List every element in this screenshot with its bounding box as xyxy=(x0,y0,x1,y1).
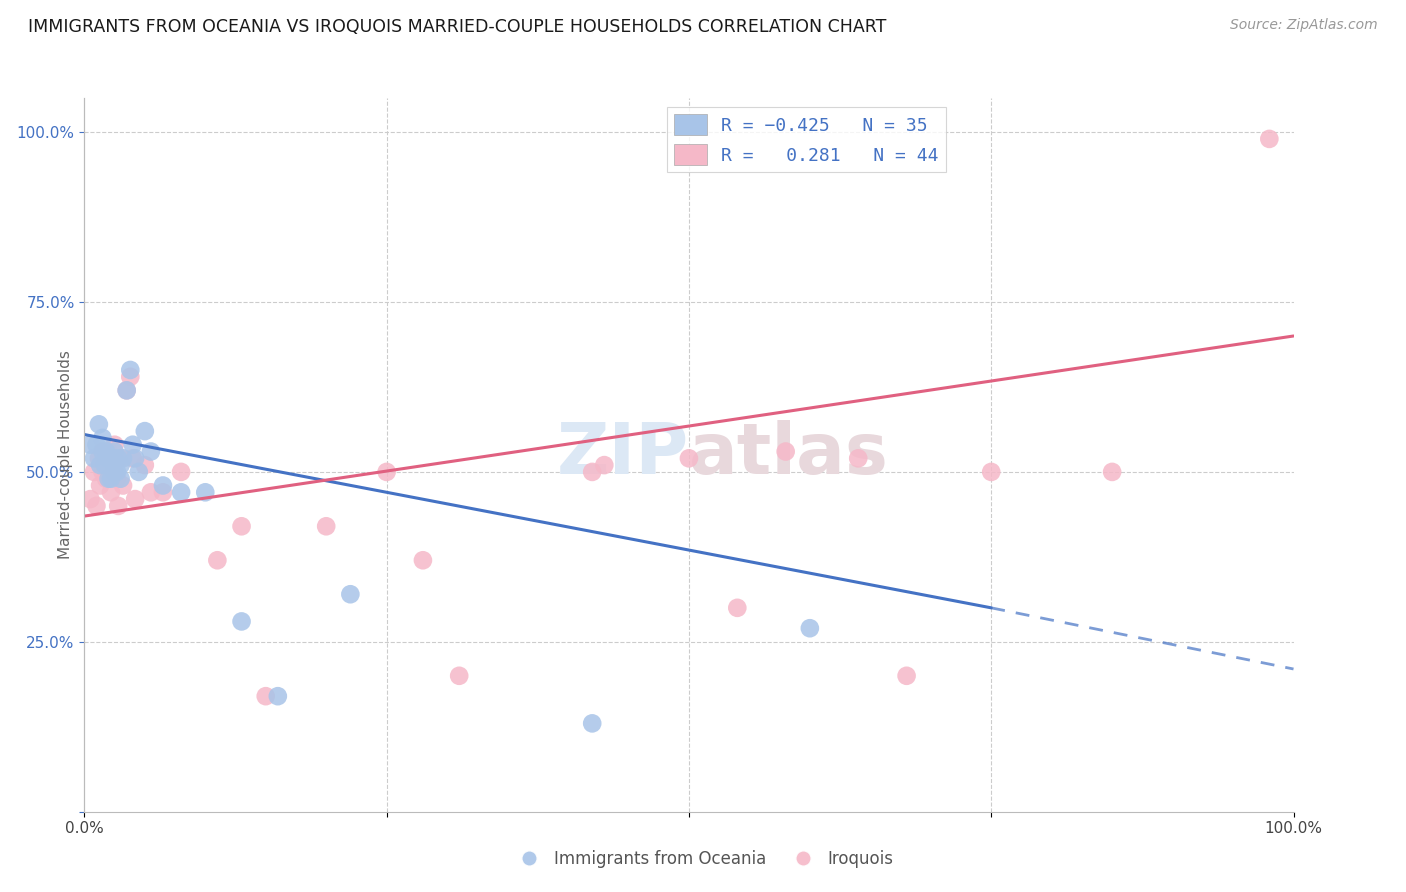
Point xyxy=(110,458,132,472)
Point xyxy=(104,444,127,458)
Point xyxy=(121,451,143,466)
Point xyxy=(97,472,120,486)
Point xyxy=(121,438,143,452)
Point xyxy=(799,621,821,635)
Point xyxy=(581,465,603,479)
Point xyxy=(104,465,127,479)
Point xyxy=(83,451,105,466)
Legend: Immigrants from Oceania, Iroquois: Immigrants from Oceania, Iroquois xyxy=(506,844,900,875)
Point xyxy=(91,431,114,445)
Point xyxy=(97,465,120,479)
Point xyxy=(128,465,150,479)
Point xyxy=(97,451,120,466)
Point xyxy=(1258,132,1281,146)
Point xyxy=(104,465,127,479)
Point xyxy=(87,451,110,466)
Point xyxy=(120,369,142,384)
Point xyxy=(170,485,193,500)
Point xyxy=(120,363,142,377)
Point xyxy=(254,689,277,703)
Point xyxy=(207,553,229,567)
Point xyxy=(134,424,156,438)
Point xyxy=(86,499,108,513)
Point xyxy=(139,485,162,500)
Text: ZIP: ZIP xyxy=(557,420,689,490)
Point xyxy=(79,438,101,452)
Point xyxy=(449,669,471,683)
Point xyxy=(194,485,217,500)
Point xyxy=(267,689,290,703)
Point xyxy=(115,384,138,398)
Point xyxy=(89,458,111,472)
Point xyxy=(110,472,132,486)
Point xyxy=(231,519,253,533)
Text: atlas: atlas xyxy=(689,420,889,490)
Point xyxy=(91,465,114,479)
Point xyxy=(112,478,135,492)
Point xyxy=(105,472,128,486)
Point xyxy=(1101,465,1123,479)
Point xyxy=(94,444,117,458)
Point xyxy=(339,587,361,601)
Point xyxy=(87,417,110,432)
Point xyxy=(100,472,122,486)
Point xyxy=(94,458,117,472)
Y-axis label: Married-couple Households: Married-couple Households xyxy=(58,351,73,559)
Point xyxy=(79,492,101,507)
Point xyxy=(94,472,117,486)
Point xyxy=(231,615,253,629)
Point xyxy=(91,444,114,458)
Point xyxy=(152,485,174,500)
Point xyxy=(124,492,146,507)
Point xyxy=(86,438,108,452)
Point xyxy=(97,444,120,458)
Point xyxy=(375,465,398,479)
Point xyxy=(139,444,162,458)
Point xyxy=(105,465,128,479)
Point xyxy=(104,438,127,452)
Point xyxy=(846,451,869,466)
Point xyxy=(678,451,700,466)
Text: Source: ZipAtlas.com: Source: ZipAtlas.com xyxy=(1230,18,1378,32)
Point xyxy=(725,600,748,615)
Point xyxy=(775,444,797,458)
Point xyxy=(110,451,132,466)
Text: IMMIGRANTS FROM OCEANIA VS IROQUOIS MARRIED-COUPLE HOUSEHOLDS CORRELATION CHART: IMMIGRANTS FROM OCEANIA VS IROQUOIS MARR… xyxy=(28,18,887,36)
Point xyxy=(101,451,124,466)
Point xyxy=(91,444,114,458)
Point xyxy=(896,669,918,683)
Point xyxy=(124,451,146,466)
Point xyxy=(107,451,129,466)
Point xyxy=(315,519,337,533)
Point xyxy=(83,465,105,479)
Point xyxy=(412,553,434,567)
Point xyxy=(115,384,138,398)
Point xyxy=(112,451,135,466)
Point xyxy=(581,716,603,731)
Point xyxy=(593,458,616,472)
Point xyxy=(980,465,1002,479)
Point xyxy=(89,478,111,492)
Legend: R = −0.425   N = 35, R =   0.281   N = 44: R = −0.425 N = 35, R = 0.281 N = 44 xyxy=(666,107,946,172)
Point xyxy=(134,458,156,472)
Point xyxy=(152,478,174,492)
Point xyxy=(170,465,193,479)
Point xyxy=(101,451,124,466)
Point xyxy=(107,499,129,513)
Point xyxy=(94,458,117,472)
Point xyxy=(100,485,122,500)
